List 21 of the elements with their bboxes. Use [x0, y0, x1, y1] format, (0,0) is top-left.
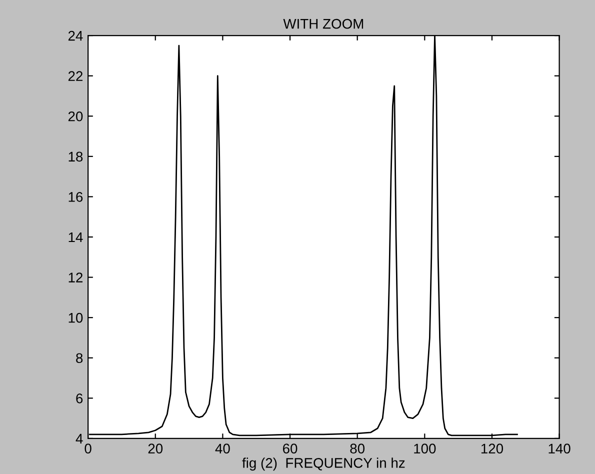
y-tick-label: 22 [68, 71, 83, 81]
x-tick-label: 120 [481, 444, 504, 454]
x-tick-label: 100 [414, 444, 436, 454]
x-tick-label: 80 [350, 444, 365, 454]
x-tick-label: 140 [548, 444, 570, 454]
x-tick-label: 0 [84, 444, 92, 454]
x-tick-label: 60 [283, 444, 298, 454]
y-tick-label: 24 [68, 30, 83, 41]
x-axis-title: fig (2) FREQUENCY in hz [242, 458, 405, 471]
x-tick-label: 20 [148, 444, 163, 454]
y-tick-label: 4 [76, 434, 83, 444]
y-tick-label: 8 [76, 353, 83, 364]
y-tick-label: 12 [68, 272, 83, 282]
y-tick-label: 10 [68, 312, 83, 323]
y-tick-label: 14 [68, 232, 83, 242]
y-tick-label: 20 [68, 111, 83, 122]
chart-title: WITH ZOOM [283, 18, 364, 29]
y-tick-label: 18 [68, 152, 83, 162]
y-tick-label: 16 [68, 192, 83, 202]
y-tick-label: 6 [76, 393, 83, 404]
x-tick-label: 40 [215, 444, 230, 454]
